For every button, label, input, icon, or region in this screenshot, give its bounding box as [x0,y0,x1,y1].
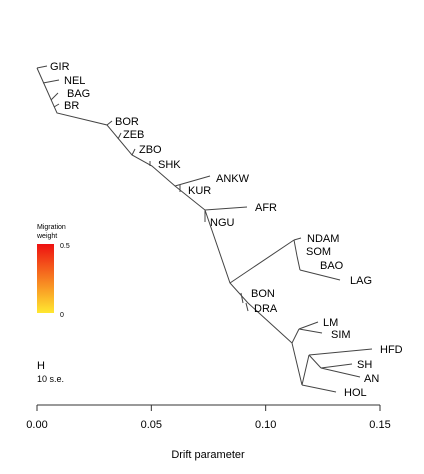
branch-lm [298,321,319,330]
scale-bar-symbol: H [37,360,45,372]
leaf-label-ankw: ANKW [216,173,250,185]
branch-bon [240,292,244,304]
leaf-label-bao: BAO [320,260,344,272]
legend-title-line2: weight [36,233,57,240]
migration-weight-legend: Migration weight 0.5 0 [36,224,70,319]
branch-hfd-group [301,354,310,386]
leaf-label-kur: KUR [188,185,211,197]
leaf-label-an: AN [364,373,379,385]
leaf-label-shk: SHK [158,159,181,171]
leaf-label-zeb: ZEB [123,129,144,141]
x-tick-label: 0.00 [26,419,47,431]
branch-an [320,367,361,378]
leaf-label-ngu: NGU [210,217,235,229]
branch-br [53,103,60,108]
leaf-label-sim: SIM [331,329,351,341]
leaf-label-hol: HOL [344,387,367,399]
x-axis-title: Drift parameter [171,449,245,461]
x-tick-label: 0.05 [141,419,162,431]
branch-bag [50,92,59,101]
leaf-label-ndam: NDAM [307,233,339,245]
x-axis-ticks: 0.00 0.05 0.10 0.15 [26,405,391,431]
legend-max-label: 0.5 [60,243,70,250]
tree-branches [36,65,373,393]
branch-sim [298,328,323,334]
leaf-labels: GIR NEL BAG BR BOR ZEB ZBO SHK ANKW KUR … [50,61,403,399]
branch-som [293,239,298,257]
branch-sh-group [308,354,322,369]
x-axis: 0.00 0.05 0.10 0.15 Drift parameter [26,404,391,461]
legend-title-line1: Migration [37,224,66,231]
leaf-label-dra: DRA [254,303,278,315]
leaf-label-br: BR [64,100,79,112]
leaf-label-lag: LAG [350,275,372,287]
branch-zbo [131,148,136,156]
leaf-label-som: SOM [306,246,331,258]
leaf-label-hfd: HFD [380,344,403,356]
leaf-label-sh: SH [357,359,372,371]
trunk-branch [36,67,303,386]
leaf-label-zbo: ZBO [139,144,162,156]
legend-color-bar [37,244,54,313]
scale-bar-label: 10 s.e. [37,374,64,384]
branch-ndam-group [229,239,295,284]
leaf-label-gir: GIR [50,61,70,73]
branch-lag [299,269,341,281]
branch-gir [36,65,48,69]
leaf-label-lm: LM [323,317,338,329]
x-tick-label: 0.10 [255,419,276,431]
leaf-label-nel: NEL [64,75,85,87]
branch-hfd [308,348,373,356]
branch-hol [301,384,337,393]
branch-bor [106,120,113,126]
branch-nel-stem [42,79,60,84]
branch-lm-group [291,328,300,344]
leaf-label-bor: BOR [115,116,139,128]
leaf-label-afr: AFR [255,202,277,214]
branch-dra [245,302,249,312]
leaf-label-bag: BAG [67,88,90,100]
branch-ndam [293,237,302,241]
branch-sh [320,363,353,369]
legend-min-label: 0 [60,312,64,319]
branch-bao [296,255,301,271]
scale-bar: H 10 s.e. [37,360,64,384]
branch-afr [204,206,248,211]
leaf-label-bon: BON [251,288,275,300]
branch-ankw [174,175,211,187]
branch-zeb [117,132,122,140]
x-tick-label: 0.15 [369,419,390,431]
